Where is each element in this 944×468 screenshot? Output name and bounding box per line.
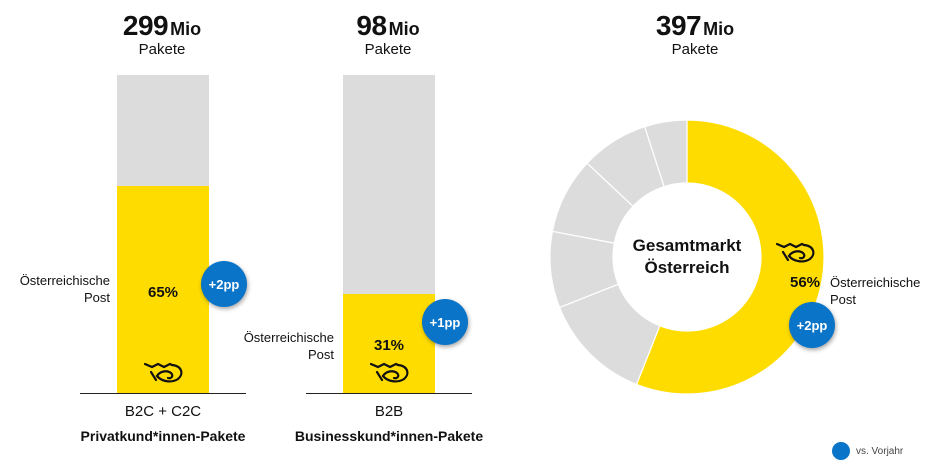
panel1-total-value: 299 <box>122 10 169 41</box>
panel1-category: B2C + C2C <box>124 403 202 420</box>
panel1-total-unit: Mio <box>170 19 202 39</box>
panel1-post-label-line1: Österreichische <box>19 273 110 288</box>
donut-center-line2: Österreich <box>644 258 730 277</box>
panel2-change-badge: +1pp <box>422 299 468 345</box>
donut-center-line1: Gesamtmarkt <box>632 236 742 255</box>
panel1-headline: 299 Mio Pakete <box>84 10 240 58</box>
panel3-headline: 397 Mio Pakete <box>617 10 773 58</box>
panel3-total-label: Pakete <box>671 41 719 58</box>
panel1-change-badge: +2pp <box>201 261 247 307</box>
panel1-share-label: 65% <box>147 284 179 301</box>
donut-slice-competitor <box>643 119 688 188</box>
panel2-category: B2B <box>374 403 404 420</box>
posthorn-icon <box>368 358 412 389</box>
posthorn-icon <box>142 358 186 389</box>
posthorn-icon <box>774 238 818 269</box>
donut-chart <box>549 119 825 395</box>
panel3-post-label-line2: Post <box>830 292 857 307</box>
panel2-segment: Businesskund*innen-Pakete <box>294 428 484 444</box>
panel3-change-badge: +2pp <box>789 302 835 348</box>
panel2-total-value: 98 <box>356 10 387 41</box>
legend-label: vs. Vorjahr <box>856 446 904 457</box>
panel1-segment: Privatkund*innen-Pakete <box>80 428 246 444</box>
panel1-baseline <box>80 393 246 394</box>
panel2-total-unit: Mio <box>388 19 420 39</box>
donut-center-label: Gesamtmarkt Österreich <box>607 235 767 279</box>
panel3-post-label: Österreichische Post <box>830 274 940 308</box>
panel2-headline: 98 Mio Pakete <box>310 10 466 58</box>
donut-share-label: 56% <box>789 274 821 291</box>
panel3-total-unit: Mio <box>703 19 735 39</box>
panel1-post-label-line2: Post <box>83 290 110 305</box>
panel2-baseline <box>306 393 472 394</box>
panel1-bar-post <box>117 186 209 393</box>
panel2-share-label: 31% <box>373 337 405 354</box>
panel2-post-label-line1: Österreichische <box>243 330 334 345</box>
legend-dot <box>832 442 850 460</box>
panel2-bar-post <box>343 294 435 393</box>
donut-slice-post <box>635 119 825 395</box>
panel3-total-value: 397 <box>655 10 702 41</box>
panel2-total-label: Pakete <box>364 41 412 58</box>
panel1-total-label: Pakete <box>138 41 186 58</box>
panel2-post-label: Österreichische Post <box>228 329 334 363</box>
panel1-post-label: Österreichische Post <box>4 272 110 306</box>
panel2-post-label-line2: Post <box>307 347 334 362</box>
panel3-post-label-line1: Österreichische <box>830 275 921 290</box>
